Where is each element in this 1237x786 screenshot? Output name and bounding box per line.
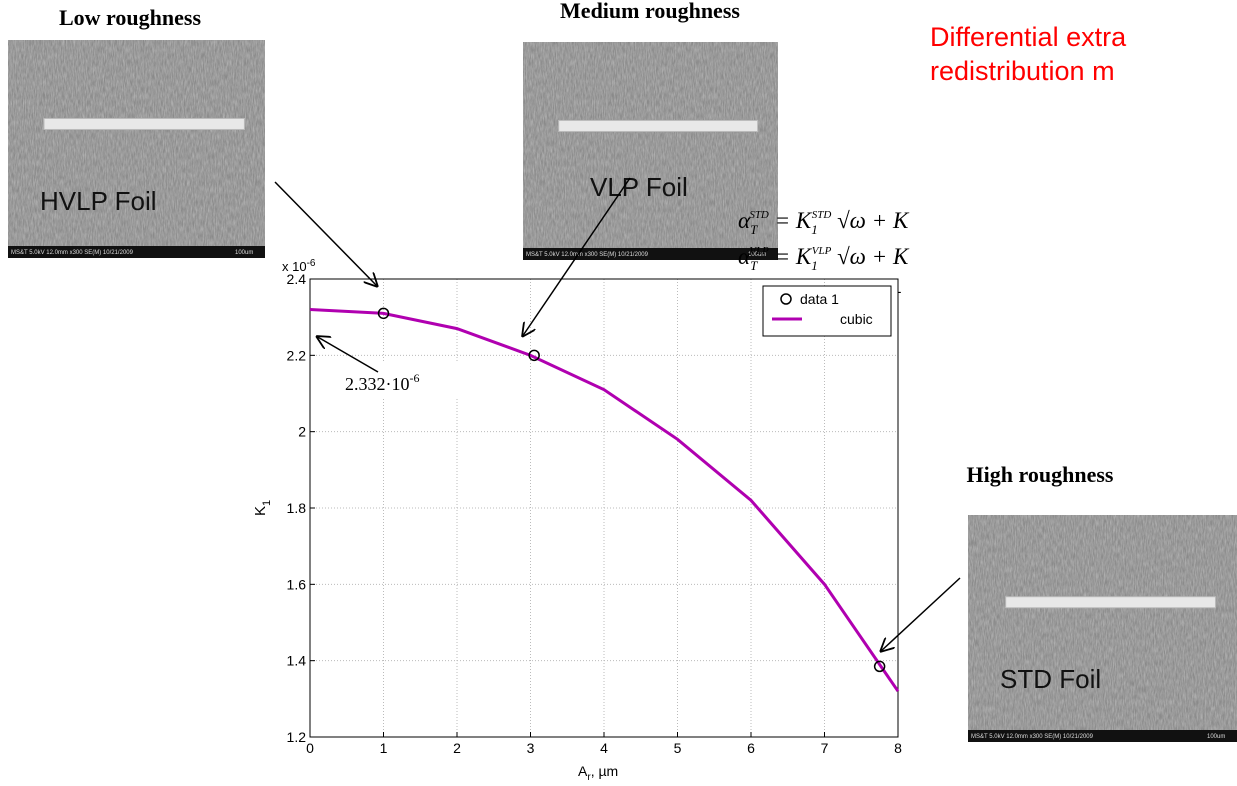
equation-part: STD [749,209,769,221]
slide-title: Differential extra [930,22,1127,52]
legend-label: data 1 [800,291,839,307]
image-scale: 100um [748,252,766,258]
sem-image: MS&T 5.0kV 12.0mm x300 SE(M) 10/21/2009 1… [523,42,778,260]
annotation: 2.332·10-6 [345,371,420,394]
x-tick-label: 8 [894,740,902,756]
sem-image: MS&T 5.0kV 12.0mm x300 SE(M) 10/21/2009 1… [8,40,265,258]
y-tick-label: 2.4 [287,271,307,287]
image-footer: MS&T 5.0kV 12.0mm x300 SE(M) 10/21/2009 [11,250,134,256]
equation-part: √ω + K [831,208,910,233]
y-tick-label: 1.4 [287,653,307,669]
data-point [528,349,540,362]
white-strip [558,119,759,132]
arrow [880,577,961,652]
legend-label: cubic [840,311,873,327]
multiplier-exp: -6 [307,258,316,269]
image-texture [523,42,778,260]
image-footer: MS&T 5.0kV 12.0mm x300 SE(M) 10/21/2009 [526,252,649,258]
equation-part: T [750,222,758,237]
y-tick-label: 2.2 [287,347,307,363]
arrow [274,181,378,287]
footer-bar [8,246,265,258]
panel-caption: Low roughness [59,5,201,30]
data-point [377,307,390,320]
image-footer: MS&T 5.0kV 12.0mm x300 SE(M) 10/21/2009 [971,734,1094,740]
x-tick-label: 5 [674,740,682,756]
equation-part: VLP [812,245,832,257]
white-strip [1005,596,1216,609]
x-tick-label: 1 [380,740,388,756]
foil-label: STD Foil [1000,664,1101,694]
equation-part: = K [769,244,813,269]
multiplier-base: x 10 [282,259,307,274]
white-strip [43,117,245,130]
y-tick-label: 1.8 [287,500,307,516]
equation: αTSTD = K1STD √ω + K [738,208,910,237]
data-point [873,660,886,673]
fit-curve [309,308,900,693]
equation-part: T [750,258,758,273]
legend-marker [780,293,792,305]
arrow [522,177,631,337]
foil-label: HVLP Foil [40,186,157,216]
equation-part: = K [769,208,813,233]
equation-part: √ω + K [831,244,910,269]
x-tick-label: 4 [600,740,608,756]
x-axis-label: Ar, µm [578,763,618,783]
y-multiplier: x 10-6 [282,258,316,274]
annotation-base: 2.332·10 [345,374,410,394]
foil-label: VLP Foil [590,172,688,202]
panel-caption: Medium roughness [560,0,740,23]
label-suffix: , µm [591,763,619,779]
panel-caption: High roughness [967,462,1114,487]
x-tick-label: 2 [453,740,461,756]
axes-box [309,278,899,738]
label-sub: 1 [261,500,273,506]
equation: αTVLP = K1VLP √ω + K [738,244,910,273]
x-tick-label: 6 [747,740,755,756]
label-base: K [252,506,269,516]
image-scale: 100um [1207,734,1225,740]
y-tick-label: 2 [298,424,306,440]
equation-part: α [738,208,751,233]
y-tick-label: 1.2 [287,729,307,745]
image-scale: 100um [235,250,253,256]
slide-title: redistribution m [930,56,1115,86]
image-texture [968,515,1237,742]
annotation-exp: -6 [410,371,420,385]
y-axis-label: K1 [252,500,273,516]
arrow [316,336,379,373]
x-tick-label: 0 [306,740,314,756]
sem-image: MS&T 5.0kV 12.0mm x300 SE(M) 10/21/2009 1… [968,515,1237,742]
y-tick-label: 1.6 [287,576,307,592]
footer-bar [968,730,1237,742]
equation-part: 1 [811,222,818,237]
annotation-bg [336,362,462,398]
label-base: A [578,763,588,779]
equation-part: VLP [749,245,769,257]
x-tick-label: 3 [527,740,535,756]
x-tick-label: 7 [821,740,829,756]
footer-bar [523,248,778,260]
equation-part: STD [812,209,832,221]
image-texture [8,40,265,258]
equation-part: α [738,244,751,269]
equation-part: 1 [811,258,818,273]
label-sub: r [587,772,591,783]
